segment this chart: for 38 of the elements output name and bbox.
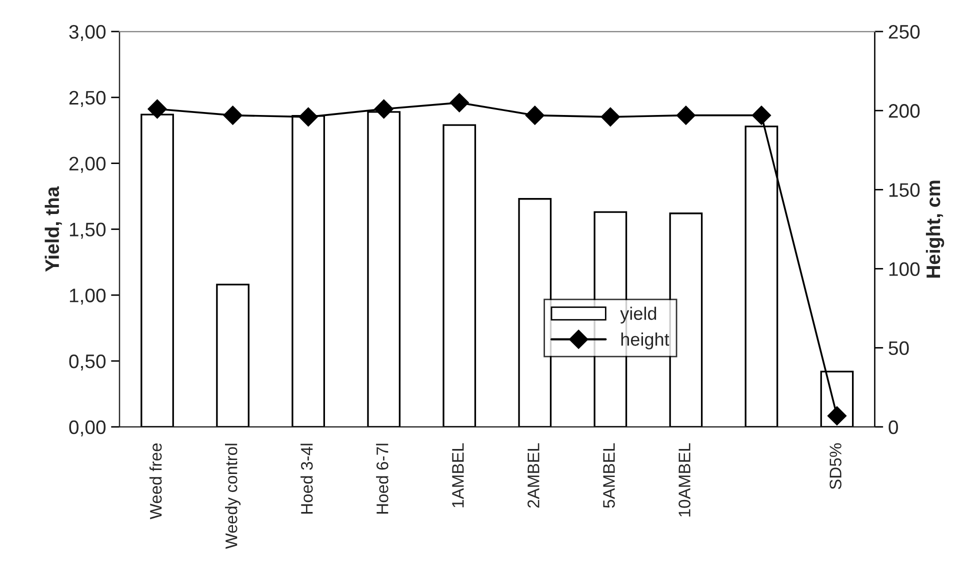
y-tick-label: 1,50 bbox=[70, 222, 106, 239]
point bbox=[148, 99, 167, 119]
y2-tick-label: 50 bbox=[888, 341, 909, 356]
point bbox=[374, 99, 394, 119]
bar bbox=[442, 124, 476, 427]
point bbox=[752, 106, 771, 125]
y-tick-label: 2,00 bbox=[69, 156, 106, 173]
x-tick-label: Weedy control bbox=[225, 444, 241, 549]
legend-label: height bbox=[621, 332, 670, 350]
x-tick-label: SD5% bbox=[830, 443, 842, 490]
x-tick-label: Weed free bbox=[149, 443, 162, 520]
legend-label: yield bbox=[620, 306, 656, 324]
x-tick-label: 5AMBEL bbox=[603, 443, 615, 508]
x-tick-label: Hoed 3-4l bbox=[300, 444, 313, 514]
y2-axis-title: Height, cm bbox=[926, 180, 944, 278]
point bbox=[223, 106, 242, 125]
y2-tick-label: 200 bbox=[888, 104, 920, 118]
point bbox=[525, 106, 544, 125]
y2-tick-label: 250 bbox=[888, 24, 920, 39]
point bbox=[600, 107, 620, 126]
x-tick-label: 10AMBEL bbox=[678, 443, 690, 516]
x-tick-label: 2AMBEL bbox=[528, 443, 540, 508]
y-axis-title: Yield, tha bbox=[44, 186, 62, 272]
x-tick-label: Hoed 6-7l bbox=[376, 444, 388, 514]
y-tick-label: 3,00 bbox=[69, 24, 106, 42]
bar bbox=[216, 284, 250, 427]
y2-tick-label: 100 bbox=[889, 262, 920, 276]
y-tick-label: 2,50 bbox=[69, 90, 106, 107]
point bbox=[827, 406, 847, 426]
point bbox=[450, 93, 469, 112]
point bbox=[298, 107, 318, 126]
x-tick-label: 1AMBEL bbox=[452, 443, 464, 508]
y-tick-label: 1,00 bbox=[70, 288, 106, 305]
y-tick-label: 0,00 bbox=[69, 420, 106, 436]
y-tick-label: 0,50 bbox=[69, 354, 106, 371]
y2-tick-label: 150 bbox=[889, 183, 920, 197]
point bbox=[676, 106, 696, 125]
y2-tick-label: 0 bbox=[888, 420, 898, 434]
